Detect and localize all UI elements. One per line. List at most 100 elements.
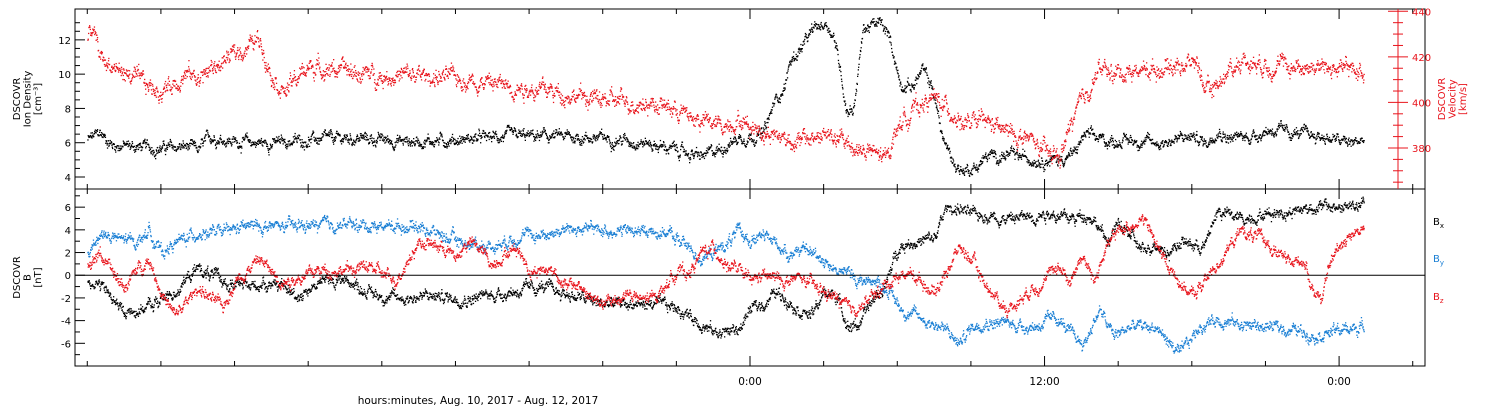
data-point: [1044, 169, 1046, 171]
data-point: [420, 145, 422, 147]
data-point: [1269, 130, 1271, 133]
data-point: [1130, 141, 1132, 143]
data-point: [897, 69, 899, 71]
data-point: [845, 112, 847, 114]
data-point: [219, 66, 221, 68]
data-point: [477, 139, 479, 142]
data-point: [982, 155, 984, 157]
data-point: [416, 136, 418, 138]
data-point: [301, 139, 303, 141]
data-point: [99, 129, 101, 132]
data-point: [512, 130, 514, 132]
data-point: [124, 72, 126, 74]
data-point: [317, 143, 319, 145]
data-point: [427, 80, 429, 82]
data-point: [444, 73, 446, 76]
data-point: [533, 136, 535, 138]
data-point: [598, 134, 600, 136]
data-point: [402, 72, 404, 74]
data-point: [601, 133, 603, 135]
data-point: [163, 87, 166, 90]
data-point: [689, 156, 691, 159]
data-point: [247, 139, 249, 141]
data-point: [1133, 140, 1135, 142]
data-point: [110, 70, 112, 72]
data-point: [1118, 144, 1120, 147]
data-point: [1269, 129, 1271, 131]
data-point: [144, 141, 146, 144]
data-point: [1175, 137, 1177, 140]
data-point: [191, 72, 193, 74]
data-point: [481, 136, 483, 138]
data-point: [952, 158, 954, 160]
data-point: [374, 87, 376, 89]
data-point: [137, 69, 140, 71]
data-point: [1130, 136, 1132, 139]
data-point: [624, 134, 626, 136]
data-point: [88, 136, 90, 139]
data-point: [522, 129, 524, 131]
data-point: [636, 146, 638, 148]
data-point: [1265, 126, 1267, 129]
data-point: [327, 134, 330, 137]
data-point: [122, 71, 124, 73]
data-point: [858, 66, 860, 68]
data-point: [368, 70, 370, 72]
data-point: [1043, 170, 1045, 173]
data-point: [555, 129, 557, 131]
data-point: [631, 144, 633, 147]
data-point: [866, 27, 868, 30]
data-point: [696, 155, 699, 158]
data-point: [270, 145, 273, 148]
data-point: [322, 136, 324, 138]
data-point: [450, 142, 452, 145]
data-point: [112, 147, 114, 150]
data-point: [292, 78, 294, 80]
data-point: [1185, 137, 1188, 139]
data-point: [1174, 138, 1176, 141]
data-point: [1321, 137, 1323, 140]
data-point: [165, 150, 167, 152]
data-point: [930, 82, 932, 84]
data-point: [1259, 134, 1262, 136]
data-point: [399, 70, 401, 73]
data-point: [253, 43, 256, 45]
data-point: [868, 30, 870, 32]
data-point: [341, 57, 344, 59]
data-point: [384, 137, 387, 139]
data-point: [290, 75, 292, 77]
data-point: [380, 80, 382, 82]
data-point: [1240, 133, 1243, 135]
data-point: [476, 92, 478, 94]
data-point: [511, 91, 513, 94]
data-point: [234, 141, 236, 143]
data-point: [173, 85, 175, 87]
data-point: [902, 91, 904, 93]
data-point: [1243, 134, 1245, 137]
data-point: [297, 138, 299, 140]
data-point: [126, 143, 128, 145]
data-point: [254, 141, 256, 143]
data-point: [279, 141, 281, 143]
data-point: [362, 66, 364, 69]
data-point: [960, 166, 962, 168]
data-point: [478, 128, 480, 130]
data-point: [946, 147, 948, 149]
data-point: [346, 69, 348, 72]
data-point: [125, 69, 128, 71]
data-point: [1280, 122, 1282, 124]
data-point: [403, 72, 406, 74]
data-point: [285, 86, 288, 88]
data-point: [1285, 128, 1287, 130]
data-point: [152, 85, 154, 87]
data-point: [860, 50, 862, 53]
data-point: [252, 141, 255, 143]
data-point: [452, 137, 455, 139]
data-point: [1329, 138, 1331, 141]
data-point: [1095, 135, 1098, 137]
data-point: [651, 150, 653, 152]
data-point: [182, 147, 184, 149]
data-point: [207, 136, 210, 138]
data-point: [938, 115, 940, 117]
data-point: [91, 132, 93, 134]
